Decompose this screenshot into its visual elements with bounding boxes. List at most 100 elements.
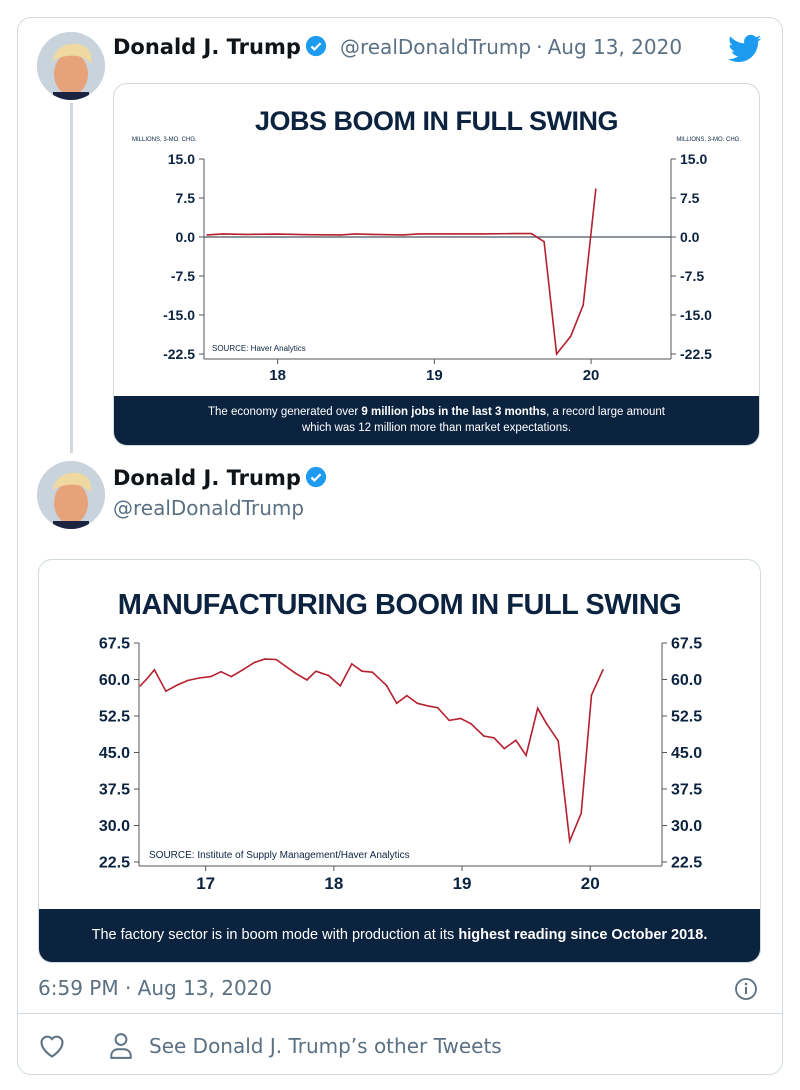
avatar[interactable] [37,32,105,100]
source-label: SOURCE: Haver Analytics [212,344,306,353]
chart-card-manufacturing[interactable]: MANUFACTURING BOOM IN FULL SWING 67.5 67.… [38,559,761,963]
author-handle[interactable]: @realDonaldTrump [339,35,532,59]
data-point [276,233,279,235]
y-tick-label-right: 7.5 [680,190,700,206]
data-point [206,234,208,236]
author-name[interactable]: Donald J. Trump [113,35,301,59]
y-axis-label-left: MILLIONS, 3-MO. CHG. [132,137,197,143]
data-point [242,668,244,671]
x-tick-label: 19 [453,874,472,893]
data-point [580,812,583,815]
data-point [543,240,545,243]
data-point [350,663,353,665]
caption-bold: highest reading since October 2018. [458,927,708,943]
data-point [294,672,297,674]
data-point [602,668,604,671]
y-tick-label-left: 7.5 [176,190,196,206]
y-tick-label-right: 45.0 [671,745,702,762]
data-point [371,671,374,673]
source-label: SOURCE: Institute of Supply Management/H… [149,850,410,861]
data-point [222,233,224,235]
y-tick-label-left: 45.0 [99,745,130,762]
avatar[interactable] [37,461,105,529]
caption-text: The factory sector is in boom mode with … [91,927,459,943]
data-point [145,678,148,680]
data-point [315,670,317,673]
caption-text: The economy generated over [207,406,362,418]
separator: · [536,35,543,59]
y-tick-label-right: 67.5 [671,636,702,653]
y-axis-label-right: MILLIONS, 3-MO. CHG. [676,137,741,143]
divider [17,1013,783,1014]
data-point [402,234,404,236]
y-tick-label-left: 15.0 [168,151,195,167]
author-name[interactable]: Donald J. Trump [113,466,301,490]
y-tick-label-left: 37.5 [99,782,130,799]
y-tick-label-right: 22.5 [671,855,702,872]
y-tick-label-left: -15.0 [163,307,195,323]
data-point [594,188,597,190]
data-point [139,685,142,687]
data-point [511,232,514,235]
data-point [284,665,286,667]
y-tick-label-right: 0.0 [680,229,700,245]
see-other-tweets-link[interactable]: See Donald J. Trump’s other Tweets [108,1031,502,1061]
x-tick-label: 20 [581,874,600,893]
data-line [139,658,604,845]
data-point [230,675,233,678]
heart-icon[interactable] [38,1033,66,1059]
data-point [395,702,398,705]
y-tick-label-right: -7.5 [680,268,704,284]
y-tick-label-left: 60.0 [99,672,130,689]
data-point [582,304,585,306]
data-point [275,658,277,661]
avatar-image [37,461,105,529]
info-icon[interactable] [734,977,758,1001]
data-point [470,722,472,725]
data-point [459,717,462,720]
person-icon [110,1033,132,1059]
twitter-bird-icon[interactable] [728,35,762,63]
data-point [308,233,310,236]
chart-title: JOBS BOOM IN FULL SWING [254,106,619,136]
data-point [306,679,308,681]
data-point [557,740,559,742]
tweet-date[interactable]: Aug 13, 2020 [547,35,683,59]
data-point [176,684,179,686]
x-tick-label: 20 [583,367,600,384]
chart-card-jobs[interactable]: JOBS BOOM IN FULL SWING MILLIONS, 3-MO. … [113,83,760,446]
data-point [448,719,451,722]
see-other-tweets-label: See Donald J. Trump’s other Tweets [149,1034,502,1058]
data-point [153,668,156,671]
data-point [220,670,222,673]
data-point [406,694,408,697]
data-point [525,754,527,757]
author-handle[interactable]: @realDonaldTrump [113,496,305,520]
data-point [186,679,189,682]
data-point [493,737,495,739]
data-point [327,674,330,677]
data-point [426,704,429,707]
data-point [515,739,517,742]
data-point [361,670,363,673]
data-point [503,747,506,750]
tweet-card [17,17,783,1075]
tweet1-header: Donald J. Trump @realDonaldTrump · Aug 1… [113,35,682,59]
data-point [569,335,572,338]
x-tick-label: 18 [269,367,286,384]
tweet-timestamp[interactable]: 6:59 PM · Aug 13, 2020 [38,976,273,1000]
y-tick-label-left: 67.5 [99,636,130,653]
x-tick-label: 17 [196,874,215,893]
verified-badge-icon [305,35,326,57]
data-point [416,702,418,705]
data-point [385,684,388,687]
data-point [555,353,558,355]
data-point [436,706,439,709]
manufacturing-chart: 67.5 67.5 60.0 60.0 52.5 52.5 45.0 45.0 37.5 37.5… [99,636,702,893]
y-tick-label-left: -7.5 [171,268,195,284]
data-point [483,735,485,737]
data-point [245,233,248,236]
y-tick-label-right: 37.5 [671,782,702,799]
jobs-chart: 15.0 15.0 7.5 7.5 0.0 0.0 -7.5 -7.5 -15.0 -15.0 -2… [163,151,712,384]
y-tick-label-right: 52.5 [671,709,702,726]
